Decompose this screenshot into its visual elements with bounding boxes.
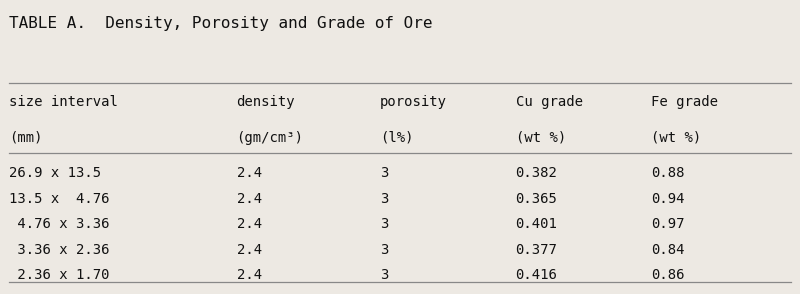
Text: (l%): (l%) — [380, 131, 414, 145]
Text: 2.36 x 1.70: 2.36 x 1.70 — [10, 268, 110, 283]
Text: 3: 3 — [380, 268, 389, 283]
Text: 26.9 x 13.5: 26.9 x 13.5 — [10, 166, 102, 180]
Text: (wt %): (wt %) — [651, 131, 702, 145]
Text: 2.4: 2.4 — [237, 217, 262, 231]
Text: (wt %): (wt %) — [515, 131, 566, 145]
Text: 0.401: 0.401 — [515, 217, 558, 231]
Text: 2.4: 2.4 — [237, 243, 262, 257]
Text: (mm): (mm) — [10, 131, 43, 145]
Text: Fe grade: Fe grade — [651, 95, 718, 108]
Text: 3: 3 — [380, 192, 389, 206]
Text: Cu grade: Cu grade — [515, 95, 582, 108]
Text: TABLE A.  Density, Porosity and Grade of Ore: TABLE A. Density, Porosity and Grade of … — [10, 16, 433, 31]
Text: 3: 3 — [380, 217, 389, 231]
Text: 0.97: 0.97 — [651, 217, 685, 231]
Text: size interval: size interval — [10, 95, 118, 108]
Text: 0.377: 0.377 — [515, 243, 558, 257]
Text: 0.365: 0.365 — [515, 192, 558, 206]
Text: 3: 3 — [380, 166, 389, 180]
Text: 4.76 x 3.36: 4.76 x 3.36 — [10, 217, 110, 231]
Text: 0.94: 0.94 — [651, 192, 685, 206]
Text: 3: 3 — [380, 243, 389, 257]
Text: (gm/cm³): (gm/cm³) — [237, 131, 303, 145]
Text: density: density — [237, 95, 295, 108]
Text: 2.4: 2.4 — [237, 268, 262, 283]
Text: 0.88: 0.88 — [651, 166, 685, 180]
Text: 0.382: 0.382 — [515, 166, 558, 180]
Text: 3.36 x 2.36: 3.36 x 2.36 — [10, 243, 110, 257]
Text: 2.4: 2.4 — [237, 166, 262, 180]
Text: 0.84: 0.84 — [651, 243, 685, 257]
Text: 0.416: 0.416 — [515, 268, 558, 283]
Text: 2.4: 2.4 — [237, 192, 262, 206]
Text: porosity: porosity — [380, 95, 447, 108]
Text: 0.86: 0.86 — [651, 268, 685, 283]
Text: 13.5 x  4.76: 13.5 x 4.76 — [10, 192, 110, 206]
